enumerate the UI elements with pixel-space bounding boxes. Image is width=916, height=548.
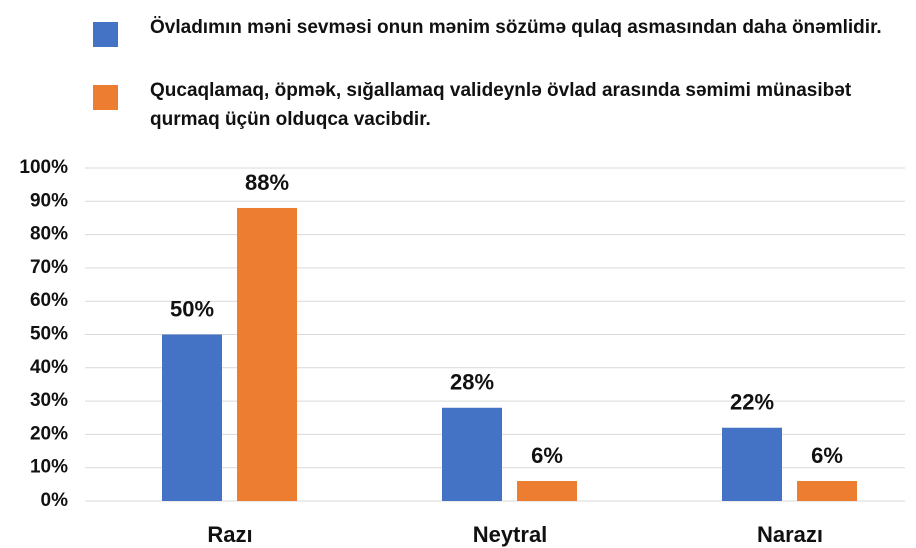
y-tick-label: 0%	[41, 490, 69, 511]
x-tick-label: Neytral	[473, 522, 548, 547]
legend-label: Qucaqlamaq, öpmək, sığallamaq valideynlə…	[150, 80, 852, 130]
data-label: 6%	[811, 443, 843, 468]
bar	[162, 334, 222, 501]
x-tick-label: Narazı	[757, 522, 823, 547]
bar	[722, 427, 782, 501]
legend-swatch	[93, 85, 118, 110]
legend-label: Övladımın məni sevməsi onun mənim sözümə…	[150, 17, 882, 38]
y-tick-label: 80%	[30, 224, 68, 245]
y-tick-label: 90%	[30, 190, 68, 211]
bar	[797, 481, 857, 501]
x-tick-label: Razı	[207, 522, 252, 547]
bar	[442, 407, 502, 501]
y-tick-label: 60%	[30, 290, 68, 311]
data-label: 22%	[730, 390, 774, 415]
data-label: 50%	[170, 296, 214, 321]
data-label: 6%	[531, 443, 563, 468]
y-tick-label: 20%	[30, 423, 68, 444]
data-label: 88%	[245, 170, 289, 195]
legend-swatch	[93, 22, 118, 47]
y-tick-label: 100%	[19, 157, 68, 178]
y-tick-label: 50%	[30, 324, 68, 345]
y-tick-label: 40%	[30, 357, 68, 378]
y-tick-label: 70%	[30, 257, 68, 278]
bar	[237, 207, 297, 501]
data-label: 28%	[450, 370, 494, 395]
y-tick-label: 10%	[30, 457, 68, 478]
y-tick-label: 30%	[30, 390, 68, 411]
bar	[517, 481, 577, 501]
